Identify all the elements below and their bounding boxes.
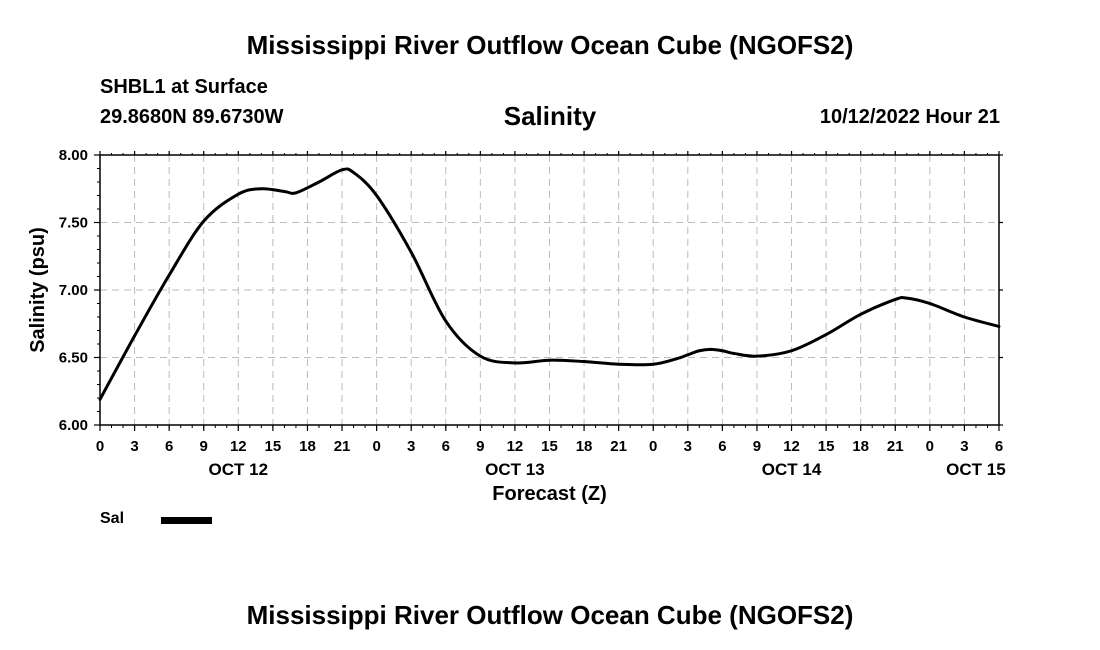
data-point xyxy=(617,362,621,366)
data-point xyxy=(167,273,171,277)
data-point xyxy=(686,353,690,357)
data-point xyxy=(340,168,344,172)
tick-labels: 0 3 6 9 12 15 18 21 0 3 6 9 12 15 18 21 0 3 6 9 12 15 18 21 0 3 6 6… xyxy=(59,147,1006,479)
data-point xyxy=(720,349,724,353)
data-point xyxy=(259,187,263,191)
data-point xyxy=(928,302,932,305)
x-tick-label: 9 xyxy=(476,438,484,455)
data-point xyxy=(790,349,793,353)
x-tick-label: 3 xyxy=(684,438,692,455)
y-tick-label: 8.00 xyxy=(59,147,88,164)
data-point xyxy=(905,296,909,300)
data-point xyxy=(444,319,448,323)
x-tick-label: 9 xyxy=(753,438,761,455)
x-tick-label: 9 xyxy=(200,438,208,455)
y-tick-label: 6.50 xyxy=(59,350,88,367)
y-tick-label: 6.00 xyxy=(59,417,88,434)
data-point xyxy=(893,298,897,301)
data-point xyxy=(697,349,701,353)
chart-title: Salinity xyxy=(503,101,597,131)
series-layer xyxy=(98,167,1001,401)
data-point xyxy=(283,190,286,193)
date-label: OCT 13 xyxy=(485,460,545,479)
x-tick-label: 3 xyxy=(407,438,415,455)
data-point xyxy=(133,334,136,338)
data-point xyxy=(375,194,379,197)
data-point xyxy=(202,219,206,223)
data-point xyxy=(352,171,355,174)
x-tick-label: 21 xyxy=(610,438,627,455)
y-tick-label: 7.00 xyxy=(59,282,88,299)
x-tick-label: 0 xyxy=(649,438,657,455)
data-point xyxy=(409,250,413,254)
data-point xyxy=(513,361,517,365)
x-tick-label: 6 xyxy=(165,438,173,455)
x-tick-label: 12 xyxy=(507,438,524,455)
date-label: OCT 14 xyxy=(762,460,822,479)
axis-ticks xyxy=(94,151,1003,431)
data-point xyxy=(997,325,1001,328)
footer-title: Mississippi River Outflow Ocean Cube (NG… xyxy=(246,600,854,630)
data-point xyxy=(236,192,240,196)
x-tick-label: 21 xyxy=(887,438,904,455)
legend-swatch xyxy=(161,517,212,524)
x-tick-label: 18 xyxy=(299,438,316,455)
data-point xyxy=(317,180,321,184)
station-name: SHBL1 at Surface xyxy=(100,76,268,98)
data-point xyxy=(651,362,655,366)
data-point xyxy=(478,354,482,358)
x-tick-label: 6 xyxy=(718,438,726,455)
x-tick-label: 18 xyxy=(852,438,869,455)
x-tick-label: 0 xyxy=(96,438,104,455)
series-line-sal xyxy=(98,167,1000,401)
data-point xyxy=(824,333,828,336)
data-point xyxy=(732,352,736,355)
data-point xyxy=(755,354,759,358)
main-title: Mississippi River Outflow Ocean Cube (NG… xyxy=(246,30,854,60)
grid-lines xyxy=(100,155,999,425)
x-tick-label: 15 xyxy=(265,438,282,455)
x-tick-label: 3 xyxy=(130,438,138,455)
x-tick-label: 15 xyxy=(818,438,835,455)
data-point xyxy=(709,348,713,351)
data-point xyxy=(674,357,678,361)
y-tick-label: 7.50 xyxy=(59,215,88,232)
x-tick-label: 6 xyxy=(442,438,450,455)
x-tick-label: 6 xyxy=(995,438,1003,455)
forecast-run-time: 10/12/2022 Hour 21 xyxy=(819,106,1000,128)
legend-label: Sal xyxy=(100,510,125,527)
x-tick-label: 0 xyxy=(372,438,380,455)
data-point xyxy=(582,360,586,363)
date-label: OCT 15 xyxy=(946,460,1006,479)
x-tick-label: 18 xyxy=(576,438,593,455)
x-tick-label: 21 xyxy=(334,438,351,455)
station-coordinates: 29.8680N 89.6730W xyxy=(100,106,284,128)
data-point xyxy=(963,315,966,319)
x-axis-title: Forecast (Z) xyxy=(492,483,606,505)
x-tick-label: 0 xyxy=(926,438,934,455)
data-point xyxy=(548,358,551,362)
data-point xyxy=(98,397,102,401)
x-tick-label: 3 xyxy=(960,438,968,455)
x-tick-label: 15 xyxy=(541,438,558,455)
x-tick-label: 12 xyxy=(783,438,800,455)
data-point xyxy=(859,312,863,316)
date-label: OCT 12 xyxy=(209,460,269,479)
data-point xyxy=(294,191,298,195)
y-axis-title: Salinity (psu) xyxy=(27,227,49,353)
x-tick-label: 12 xyxy=(230,438,247,455)
